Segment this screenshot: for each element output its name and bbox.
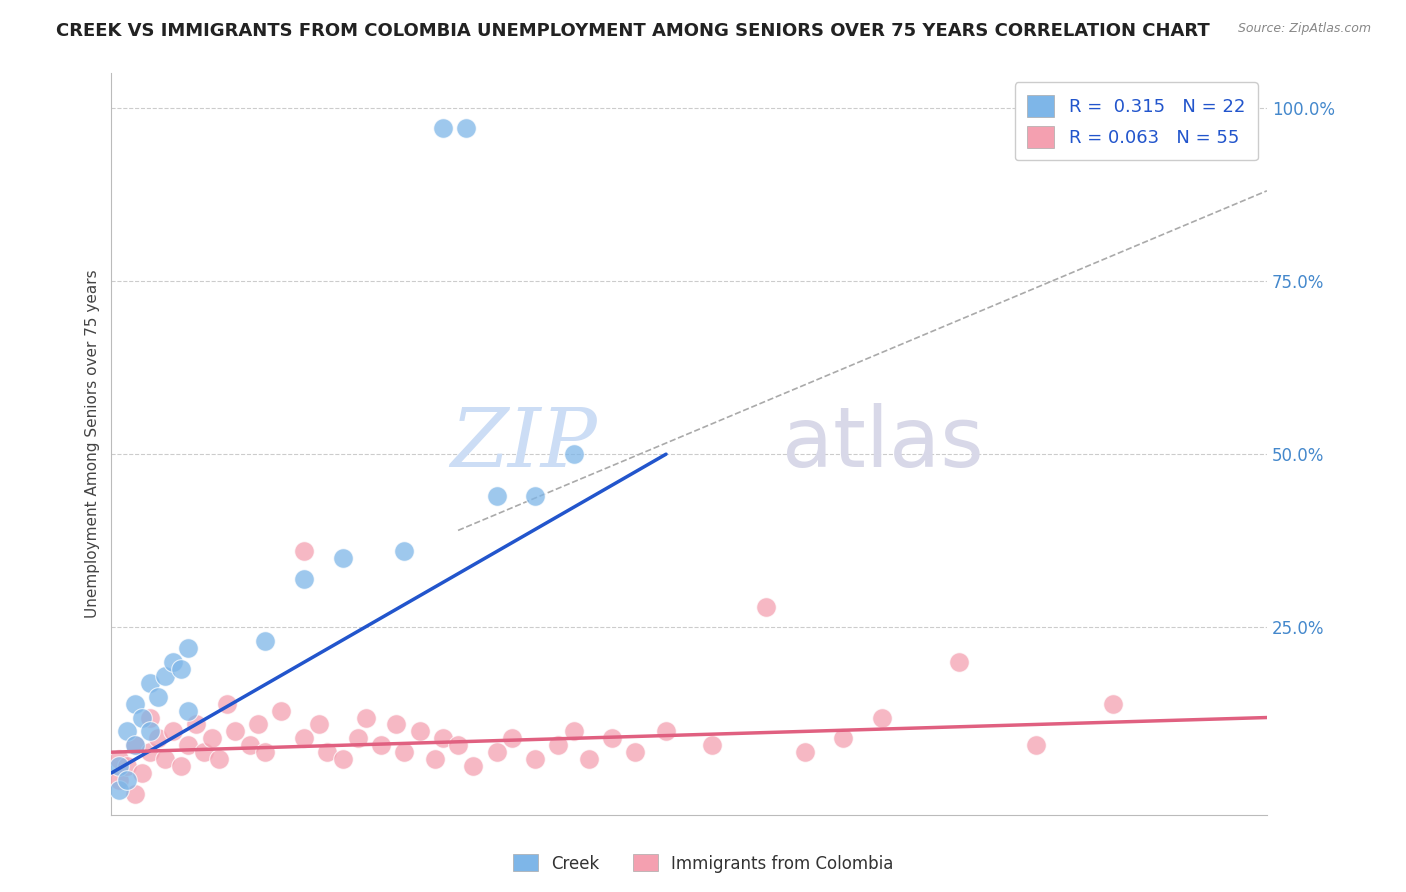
Point	[131, 766, 153, 780]
Point	[254, 745, 277, 759]
Point	[108, 752, 131, 766]
Point	[600, 731, 623, 746]
Point	[292, 731, 315, 746]
Text: CREEK VS IMMIGRANTS FROM COLOMBIA UNEMPLOYMENT AMONG SENIORS OVER 75 YEARS CORRE: CREEK VS IMMIGRANTS FROM COLOMBIA UNEMPL…	[56, 22, 1211, 40]
Point	[139, 724, 162, 739]
Point	[177, 704, 200, 718]
Y-axis label: Unemployment Among Seniors over 75 years: Unemployment Among Seniors over 75 years	[86, 269, 100, 618]
Point	[139, 710, 162, 724]
Point	[215, 697, 238, 711]
Point	[432, 731, 454, 746]
Point	[562, 447, 585, 461]
Point	[948, 655, 970, 669]
Text: ZIP: ZIP	[450, 404, 596, 483]
Point	[246, 717, 269, 731]
Point	[793, 745, 815, 759]
Point	[292, 572, 315, 586]
Point	[162, 655, 184, 669]
Point	[292, 544, 315, 558]
Point	[524, 489, 547, 503]
Point	[155, 752, 177, 766]
Point	[624, 745, 647, 759]
Point	[146, 690, 169, 704]
Point	[702, 738, 724, 752]
Point	[124, 738, 146, 752]
Point	[547, 738, 569, 752]
Point	[108, 783, 131, 797]
Point	[454, 121, 477, 136]
Point	[208, 752, 231, 766]
Point	[170, 662, 193, 676]
Text: Source: ZipAtlas.com: Source: ZipAtlas.com	[1237, 22, 1371, 36]
Point	[316, 745, 339, 759]
Point	[832, 731, 855, 746]
Point	[115, 724, 138, 739]
Point	[224, 724, 246, 739]
Point	[485, 745, 508, 759]
Point	[139, 745, 162, 759]
Point	[870, 710, 893, 724]
Point	[108, 772, 131, 787]
Point	[131, 710, 153, 724]
Point	[463, 759, 485, 773]
Point	[332, 752, 354, 766]
Point	[115, 772, 138, 787]
Legend: R =  0.315   N = 22, R = 0.063   N = 55: R = 0.315 N = 22, R = 0.063 N = 55	[1015, 82, 1258, 161]
Point	[270, 704, 292, 718]
Point	[170, 759, 193, 773]
Point	[562, 724, 585, 739]
Point	[423, 752, 446, 766]
Point	[432, 121, 454, 136]
Point	[392, 544, 415, 558]
Point	[186, 717, 208, 731]
Point	[177, 738, 200, 752]
Point	[308, 717, 330, 731]
Point	[485, 489, 508, 503]
Point	[115, 759, 138, 773]
Point	[385, 717, 408, 731]
Point	[524, 752, 547, 766]
Legend: Creek, Immigrants from Colombia: Creek, Immigrants from Colombia	[506, 847, 900, 880]
Point	[193, 745, 215, 759]
Point	[332, 551, 354, 566]
Point	[200, 731, 222, 746]
Point	[108, 759, 131, 773]
Point	[124, 697, 146, 711]
Point	[408, 724, 430, 739]
Point	[162, 724, 184, 739]
Point	[392, 745, 415, 759]
Point	[155, 669, 177, 683]
Point	[124, 738, 146, 752]
Point	[254, 634, 277, 648]
Point	[347, 731, 370, 746]
Point	[655, 724, 678, 739]
Text: atlas: atlas	[782, 403, 983, 484]
Point	[578, 752, 600, 766]
Point	[124, 787, 146, 801]
Point	[1025, 738, 1047, 752]
Point	[146, 731, 169, 746]
Point	[139, 676, 162, 690]
Point	[177, 641, 200, 656]
Point	[447, 738, 470, 752]
Point	[755, 599, 778, 614]
Point	[370, 738, 392, 752]
Point	[501, 731, 523, 746]
Point	[1101, 697, 1123, 711]
Point	[239, 738, 262, 752]
Point	[354, 710, 377, 724]
